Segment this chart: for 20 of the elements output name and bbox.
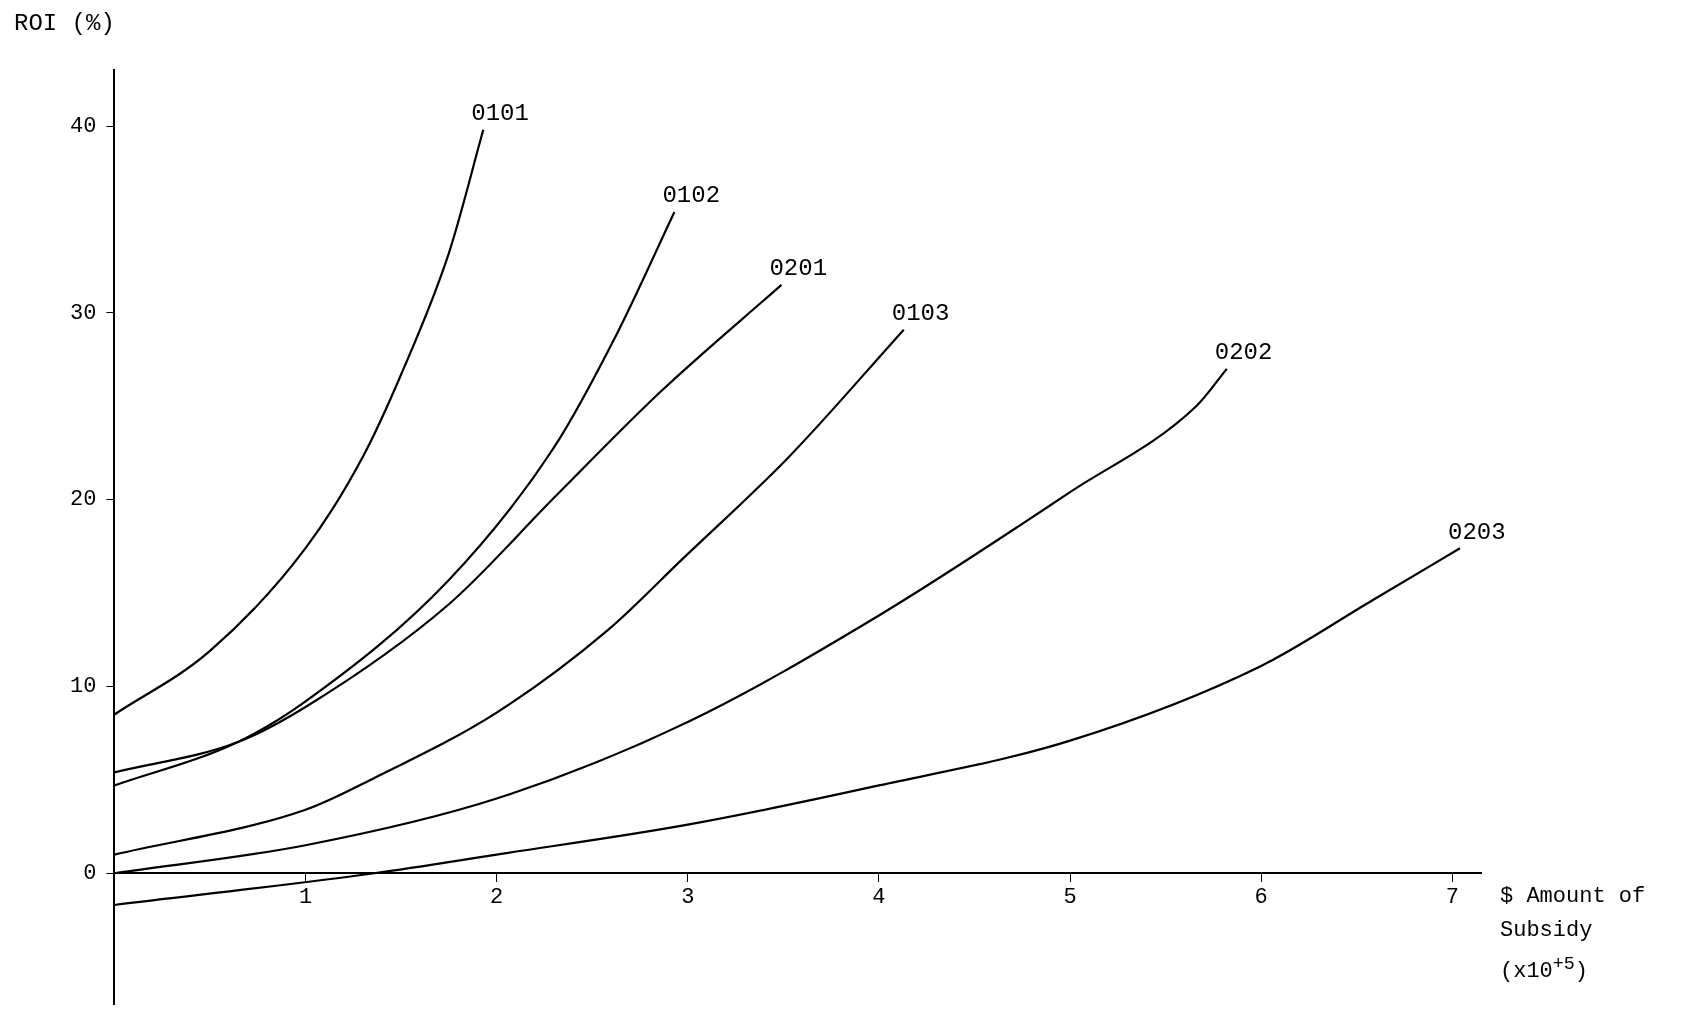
- series-label: 0202: [1214, 339, 1273, 367]
- y-tick-label: 30: [70, 300, 97, 326]
- y-tick-label: 0: [83, 861, 97, 887]
- x-tick-label: 1: [298, 885, 313, 911]
- y-tick-label: 40: [70, 113, 97, 139]
- x-tick-label: 4: [872, 885, 886, 911]
- x-axis-title: $ Amount of Subsidy (x10$^{+5}$): [1500, 883, 1647, 987]
- y-axis-title: ROI (%): [14, 10, 115, 37]
- y-tick-label: 20: [70, 487, 97, 513]
- series-label: 0203: [1447, 518, 1506, 546]
- x-tick-label: 3: [681, 885, 695, 911]
- x-tick-label: 7: [1445, 885, 1459, 911]
- series-label: 0102: [662, 182, 721, 210]
- x-tick-label: 5: [1063, 885, 1077, 911]
- series-label: 0201: [769, 255, 828, 283]
- y-tick-label: 10: [70, 674, 97, 700]
- series-label: 0101: [471, 100, 529, 128]
- x-tick-label: 6: [1254, 885, 1268, 911]
- series-label: 0103: [891, 300, 950, 328]
- x-tick-label: 2: [490, 885, 504, 911]
